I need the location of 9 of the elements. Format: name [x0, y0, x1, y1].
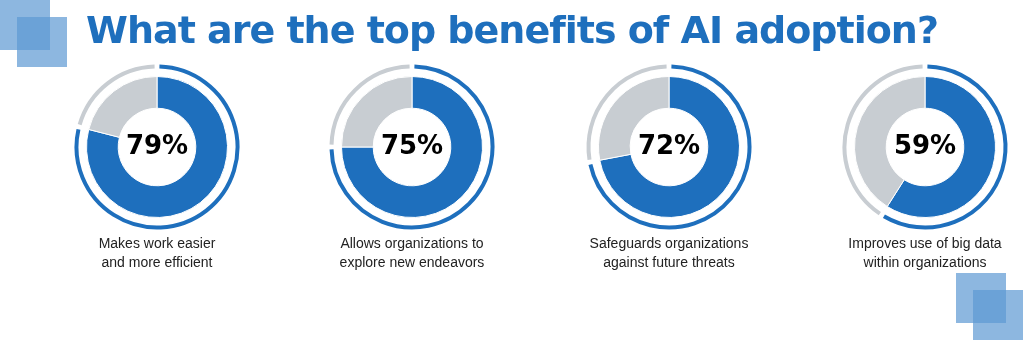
text: Allows organizations to explore new endeavors — [338, 234, 486, 272]
data-label: 59% — [893, 129, 957, 160]
data-label: 75% — [380, 129, 444, 160]
data-label: 79% — [125, 129, 189, 160]
text: What are the top benefits of AI adoption? — [85, 8, 939, 52]
text: Improves use of big data within organizations — [847, 234, 1003, 272]
text: Safeguards organizations against future threats — [588, 234, 750, 272]
text: Makes work easier and more efficient — [97, 234, 217, 272]
data-label: 72% — [637, 129, 701, 160]
